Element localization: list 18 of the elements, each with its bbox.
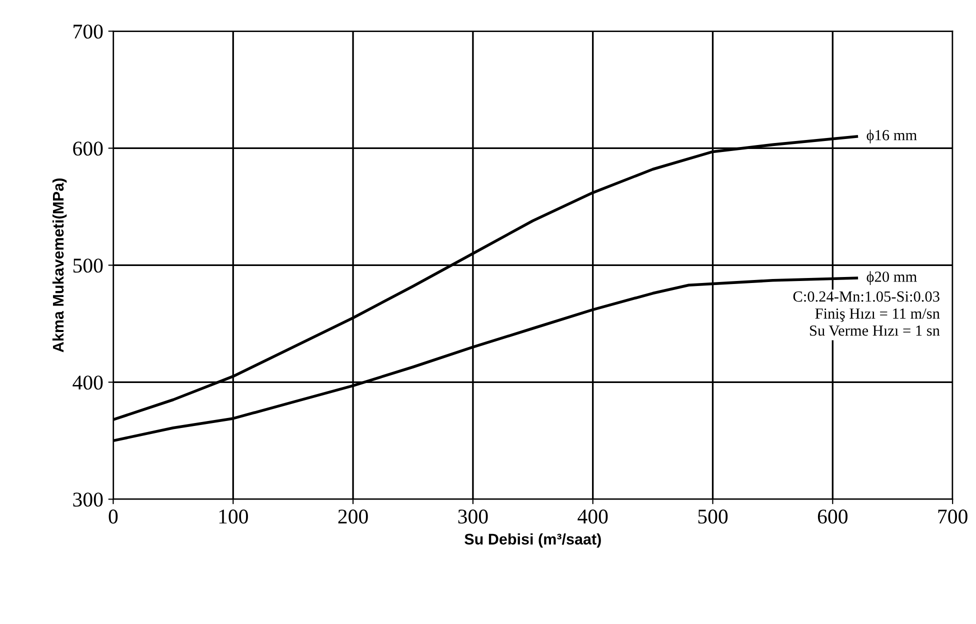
y-tick-label: 700 [74,24,103,39]
x-tick-label: 500 [698,510,728,524]
y-tick-label: 300 [73,492,103,507]
x-tick-label: 600 [818,510,848,524]
y-tick-label: 600 [73,142,103,156]
series-label: ϕ16 mm [866,130,917,144]
x-tick-label: 300 [458,510,488,524]
y-axis-title: Akma Mukavemeti(MPa) [52,178,67,352]
y-tick-label: 500 [73,258,103,273]
x-tick-label: 400 [578,510,608,524]
annotation: C:0.24-Mn:1.05-Si:0.03 Finiş Hızı = 11 m/sn Su Verme Hızı = 1 sn [793,291,940,336]
x-axis-title: Su Debisi (m³/saat) [464,533,601,548]
x-tick-label: 0 [108,510,118,524]
series-label: ϕ20 mm [866,271,917,285]
y-tick-label: 400 [72,376,103,390]
x-tick-label: 700 [938,510,968,524]
x-tick-label: 100 [219,510,248,524]
x-tick-label: 200 [338,510,368,524]
